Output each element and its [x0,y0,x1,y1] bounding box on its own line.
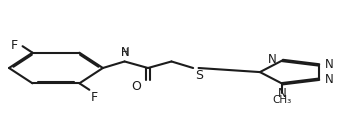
Text: N: N [325,58,333,71]
Text: S: S [195,69,203,82]
Text: N: N [121,46,130,59]
Text: F: F [91,91,98,104]
Text: O: O [131,80,141,93]
Text: CH₃: CH₃ [273,95,292,105]
Text: N: N [268,53,277,66]
Text: N: N [325,73,333,86]
Text: H: H [121,48,129,58]
Text: N: N [278,87,287,100]
Text: F: F [11,39,18,52]
